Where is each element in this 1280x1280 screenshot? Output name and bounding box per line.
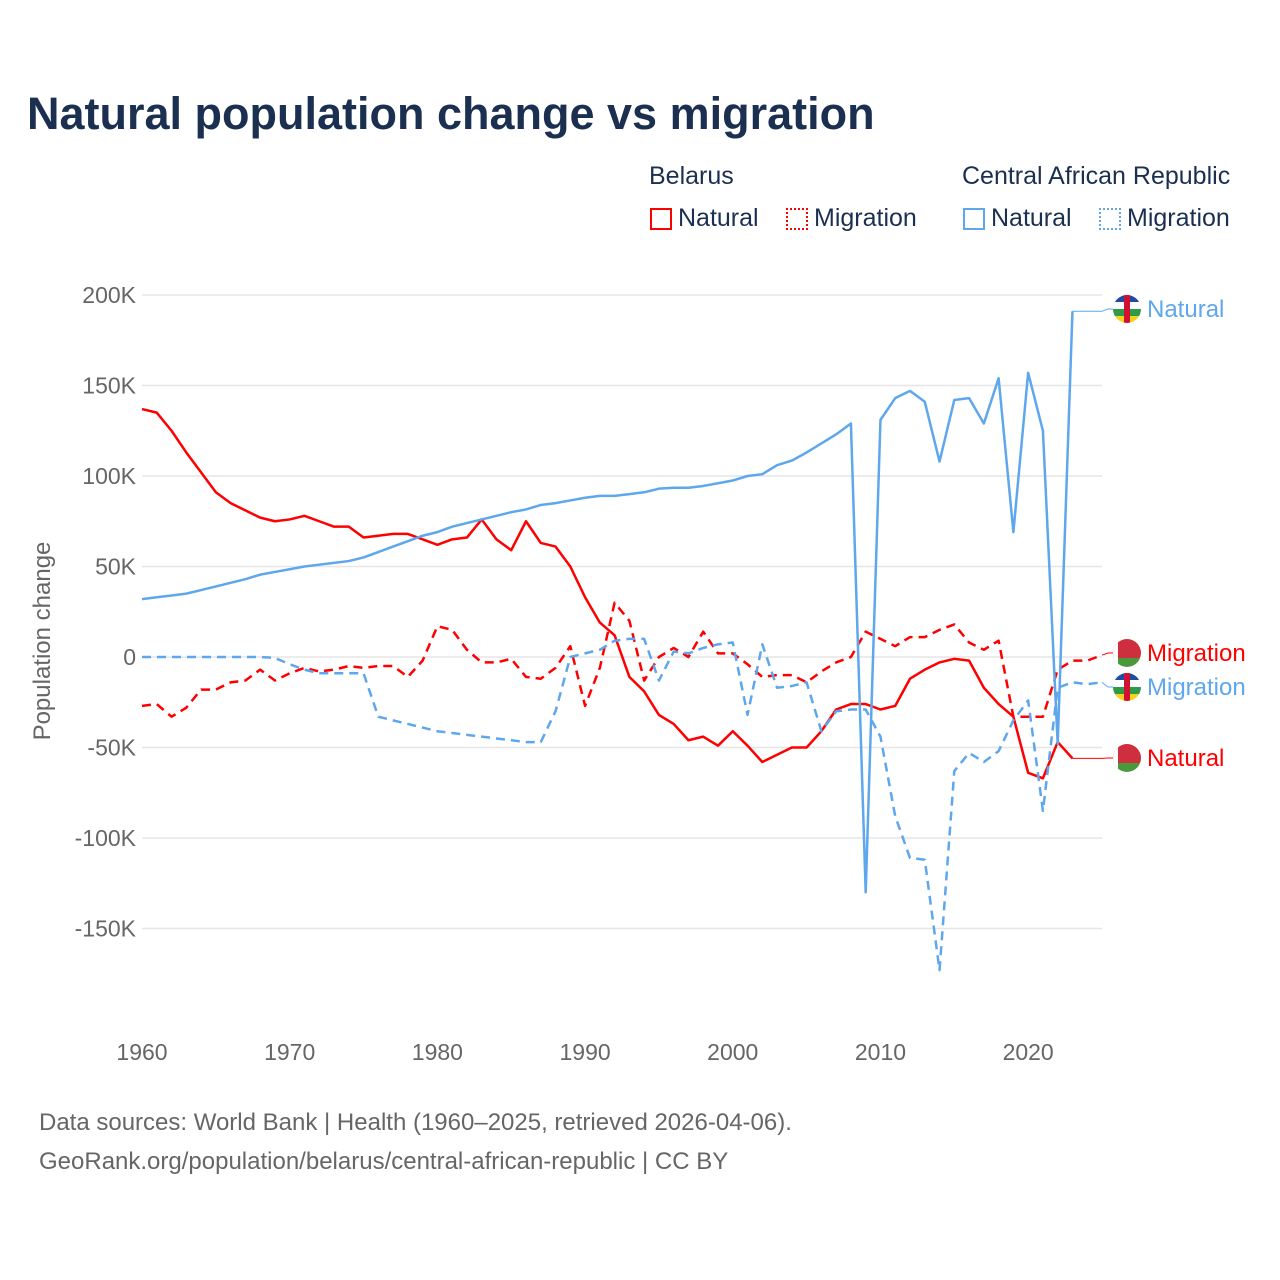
car-flag-icon bbox=[1113, 295, 1141, 323]
x-tick-label: 2010 bbox=[855, 1039, 906, 1065]
footer-link[interactable]: GeoRank.org/population/belarus/central-a… bbox=[39, 1148, 729, 1175]
legend-swatch-solid bbox=[650, 207, 672, 230]
footer-source: Data sources: World Bank | Health (1960–… bbox=[39, 1109, 792, 1136]
legend-swatch-dotted bbox=[1099, 207, 1121, 230]
x-tick-label: 1990 bbox=[559, 1039, 610, 1065]
legend-swatch-dotted bbox=[786, 207, 808, 230]
y-tick-label: 200K bbox=[82, 282, 136, 308]
legend-label: Natural bbox=[678, 204, 759, 232]
legend-label: Natural bbox=[991, 204, 1072, 232]
legend-belarus-natural[interactable]: Natural bbox=[650, 204, 759, 233]
y-tick-label: -50K bbox=[87, 735, 136, 761]
x-tick-label: 2020 bbox=[1003, 1039, 1054, 1065]
end-label: Migration bbox=[1147, 640, 1246, 667]
series-line-belarus-migration[interactable] bbox=[141, 601, 1103, 718]
series-line-central-african-republic-migration[interactable] bbox=[142, 637, 1103, 972]
y-tick-label: 150K bbox=[82, 373, 136, 399]
series-line-central-african-republic-natural[interactable] bbox=[141, 311, 1074, 894]
end-label-connector bbox=[1101, 681, 1114, 688]
y-axis-label: Population change bbox=[29, 542, 56, 741]
y-tick-label: -150K bbox=[75, 916, 137, 942]
legend-group-belarus: Belarus bbox=[649, 162, 734, 190]
y-tick-label: 100K bbox=[82, 463, 136, 489]
legend-label: Migration bbox=[1127, 204, 1230, 232]
legend-swatch-solid bbox=[963, 207, 985, 230]
belarus-flag-icon bbox=[1113, 639, 1141, 667]
x-tick-label: 2000 bbox=[707, 1039, 758, 1065]
belarus-flag-icon bbox=[1113, 744, 1141, 772]
series-line-belarus-natural[interactable] bbox=[141, 407, 1074, 780]
legend-group-car: Central African Republic bbox=[962, 162, 1231, 190]
legend-car-natural[interactable]: Natural bbox=[963, 204, 1072, 233]
x-tick-label: 1960 bbox=[116, 1039, 167, 1065]
car-flag-icon bbox=[1113, 673, 1141, 701]
chart-title: Natural population change vs migration bbox=[27, 88, 875, 139]
end-label-connector bbox=[1101, 652, 1114, 656]
legend-label: Migration bbox=[814, 204, 917, 232]
x-tick-label: 1980 bbox=[412, 1039, 463, 1065]
y-tick-label: 0 bbox=[123, 644, 136, 670]
y-tick-label: 50K bbox=[95, 554, 137, 580]
y-tick-label: -100K bbox=[75, 825, 137, 851]
end-label-connector bbox=[1072, 308, 1114, 312]
legend-car-migration[interactable]: Migration bbox=[1099, 204, 1230, 233]
end-label: Migration bbox=[1147, 674, 1246, 701]
end-label: Natural bbox=[1147, 296, 1224, 323]
legend-belarus-migration[interactable]: Migration bbox=[786, 204, 917, 233]
end-label: Natural bbox=[1147, 745, 1224, 772]
x-tick-label: 1970 bbox=[264, 1039, 315, 1065]
